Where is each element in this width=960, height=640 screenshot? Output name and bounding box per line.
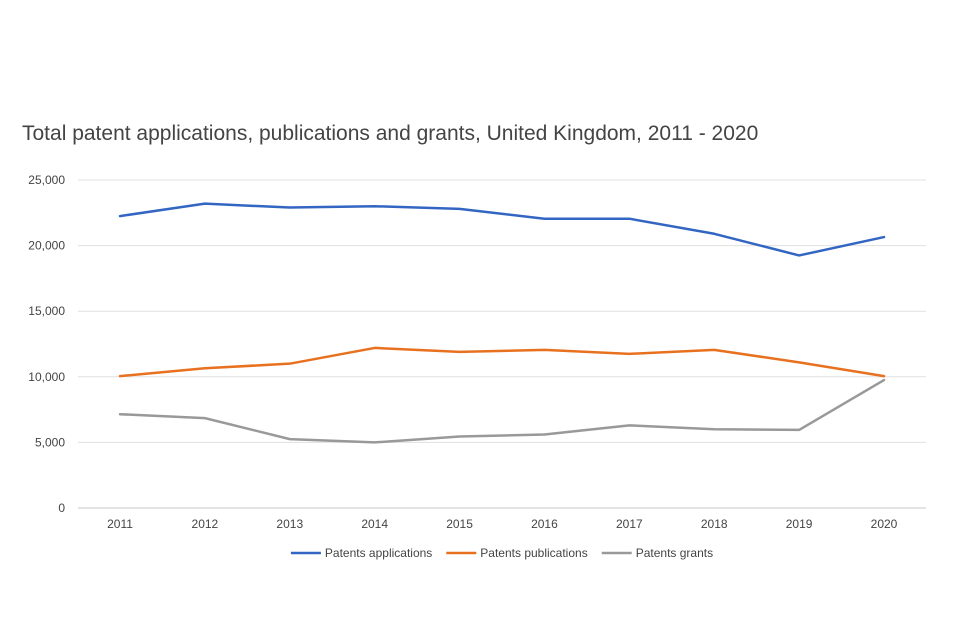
y-tick-label: 0: [58, 501, 65, 515]
x-tick-label: 2020: [871, 517, 898, 531]
x-tick-label: 2017: [616, 517, 643, 531]
gridlines: [78, 179, 926, 443]
x-tick-label: 2019: [786, 517, 813, 531]
x-tick-label: 2013: [276, 517, 303, 531]
series-line-patents-grants: [118, 378, 886, 444]
x-tick-label: 2015: [446, 517, 473, 531]
x-tick-label: 2011: [107, 517, 133, 531]
legend: Patents applications Patents publications…: [290, 546, 713, 560]
chart-title: Total patent applications, publications …: [22, 122, 759, 145]
x-tick-label: 2016: [531, 517, 558, 531]
y-tick-label: 5,000: [35, 435, 65, 449]
x-tick-label: 2018: [701, 517, 728, 531]
series-line-patents-applications: [118, 202, 886, 257]
x-tick-label: 2012: [192, 517, 219, 531]
legend-item-patents-publications[interactable]: Patents publications: [446, 546, 588, 560]
y-tick-label: 15,000: [28, 304, 65, 318]
series-lines: [118, 202, 886, 444]
legend-item-patents-grants[interactable]: Patents grants: [601, 546, 713, 560]
series-line-patents-publications: [118, 346, 886, 378]
legend-label: Patents applications: [325, 546, 432, 560]
y-axis-tick-labels: 0 5,000 10,000 15,000 20,000 25,000: [28, 173, 65, 515]
legend-label: Patents grants: [636, 546, 713, 560]
legend-label: Patents publications: [480, 546, 587, 560]
legend-item-patents-applications[interactable]: Patents applications: [290, 546, 432, 560]
y-tick-label: 25,000: [28, 173, 65, 187]
y-tick-label: 20,000: [28, 239, 65, 253]
x-axis-tick-labels: 2011 2012 2013 2014 2015 2016 2017 2018 2019 2020: [107, 517, 898, 531]
y-tick-label: 10,000: [28, 370, 65, 384]
x-tick-label: 2014: [361, 517, 388, 531]
